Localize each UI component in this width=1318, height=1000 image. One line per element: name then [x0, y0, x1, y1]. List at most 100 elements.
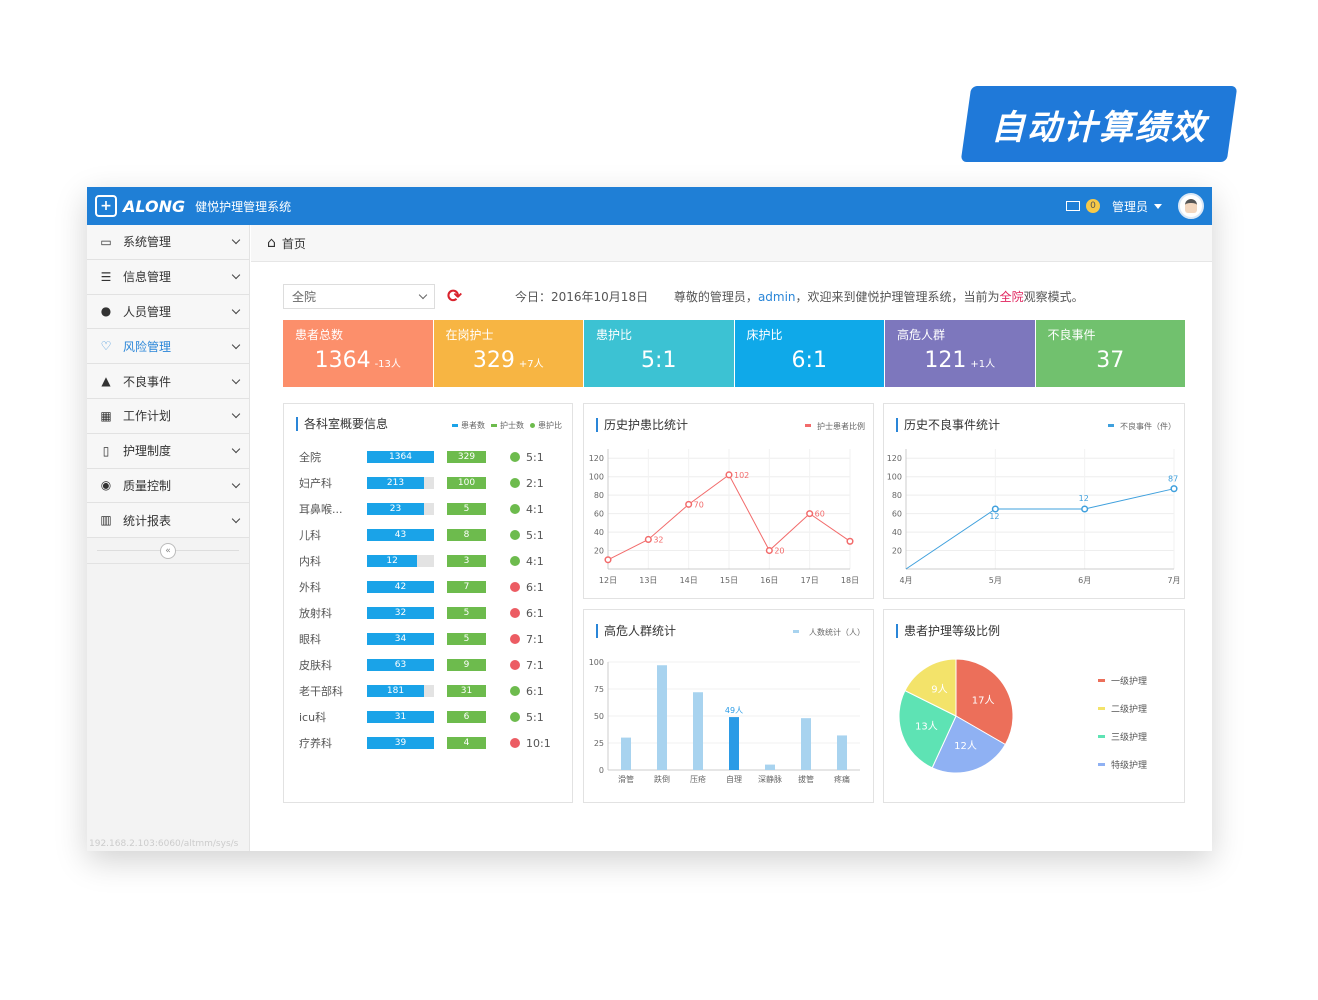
data-point[interactable] [725, 471, 733, 479]
stat-label: 患者总数 [295, 328, 344, 342]
stat-card-4[interactable]: 高危人群 121 +1人 [885, 320, 1035, 387]
dept-row[interactable]: 皮肤科 63 9 7:1 [299, 657, 562, 673]
pie-slice[interactable] [904, 658, 957, 717]
breadcrumb: ⌂ 首页 [251, 225, 1212, 262]
sidebar-item-7[interactable]: ◉ 质量控制 [87, 468, 249, 504]
nurses-bar: 5 [447, 633, 486, 645]
patients-bar: 12 [367, 555, 434, 567]
collapse-sidebar-button[interactable]: « [160, 542, 176, 559]
home-icon[interactable]: ⌂ [267, 235, 276, 251]
dept-row[interactable]: icu科 31 6 5:1 [299, 709, 562, 725]
dept-row[interactable]: 放射科 32 5 6:1 [299, 605, 562, 621]
pie-slice[interactable] [955, 658, 1014, 746]
pie-legend-item[interactable]: 二级护理 [1098, 694, 1147, 722]
breadcrumb-home[interactable]: 首页 [281, 236, 306, 251]
data-point[interactable] [644, 535, 652, 544]
data-point[interactable] [1170, 485, 1178, 493]
caret-down-icon[interactable] [1154, 203, 1162, 209]
x-tick-label: 自理 [726, 774, 742, 784]
bar[interactable] [729, 717, 739, 770]
avatar[interactable] [1178, 193, 1204, 219]
patients-count: 34 [367, 633, 434, 645]
sidebar-item-0[interactable]: ▭ 系统管理 [87, 225, 249, 260]
sidebar-item-label: 护理制度 [123, 444, 172, 459]
x-tick-label: 滑管 [618, 774, 634, 784]
sidebar-item-3[interactable]: ♡ 风险管理 [87, 329, 249, 365]
dept-name: 全院 [299, 451, 321, 464]
bar[interactable] [837, 735, 847, 770]
dept-name: 疗养科 [299, 737, 332, 750]
dept-row[interactable]: 老干部科 181 31 6:1 [299, 683, 562, 699]
legend-swatch [1098, 706, 1105, 710]
x-tick-label: 18日 [841, 576, 859, 585]
pie-legend-item[interactable]: 三级护理 [1098, 722, 1147, 750]
stat-card-0[interactable]: 患者总数 1364 -13人 [283, 320, 433, 387]
user-menu[interactable]: 管理员 [1111, 199, 1148, 214]
dept-row[interactable]: 全院 1364 329 5:1 [299, 449, 562, 465]
sidebar-item-5[interactable]: ▦ 工作计划 [87, 398, 249, 434]
sidebar-item-2[interactable]: ● 人员管理 [87, 294, 249, 330]
sidebar-item-4[interactable]: ▲ 不良事件 [87, 364, 249, 399]
promo-banner-text: 自动计算绩效 [991, 107, 1207, 148]
bar[interactable] [621, 737, 631, 770]
sidebar-item-1[interactable]: ☰ 信息管理 [87, 259, 249, 295]
data-point[interactable] [1081, 505, 1089, 513]
data-point[interactable] [604, 556, 612, 564]
dept-row[interactable]: 眼科 34 5 7:1 [299, 631, 562, 647]
nurses-bar: 31 [447, 685, 486, 697]
patients-bar: 43 [367, 529, 434, 541]
list-icon: ☰ [100, 269, 112, 284]
bar[interactable] [801, 718, 811, 770]
nurses-bar: 7 [447, 581, 486, 593]
history-ratio-chart: 历史护患比统计 护士患者比例 20 40 60 80 100 120 12日 13日 14日 15日 1… [589, 418, 865, 585]
dept-row[interactable]: 外科 42 7 6:1 [299, 579, 562, 595]
chevron-down-icon [231, 270, 241, 280]
sidebar-item-8[interactable]: ▥ 统计报表 [87, 503, 249, 539]
stat-label: 高危人群 [897, 328, 946, 342]
bar[interactable] [657, 665, 667, 770]
dept-row[interactable]: 妇产科 213 100 2:1 [299, 475, 562, 491]
document-icon: ▯ [102, 443, 110, 458]
title-accent [896, 624, 898, 638]
refresh-icon[interactable]: ⟳ [447, 286, 463, 307]
data-point[interactable] [685, 500, 693, 508]
dept-row[interactable]: 儿科 43 8 5:1 [299, 527, 562, 543]
stat-card-2[interactable]: 患护比 5:1 [584, 320, 734, 387]
ratio-status-dot [510, 452, 520, 462]
ratio-status-dot [510, 582, 520, 592]
pie-slice[interactable] [898, 689, 957, 769]
stat-card-5[interactable]: 不良事件 37 [1035, 320, 1185, 387]
pie-legend-item[interactable]: 特级护理 [1098, 750, 1147, 778]
ratio-value: 5:1 [526, 528, 544, 542]
hospital-select[interactable]: 全院 [283, 284, 435, 309]
dept-row[interactable]: 疗养科 39 4 10:1 [299, 735, 562, 751]
dept-name: 放射科 [299, 607, 332, 620]
pie-legend-item[interactable]: 一级护理 [1098, 666, 1147, 694]
sidebar-item-6[interactable]: ▯ 护理制度 [87, 433, 249, 469]
bar[interactable] [693, 692, 703, 770]
data-point[interactable] [846, 537, 854, 545]
data-point[interactable] [991, 505, 999, 513]
patients-bar: 34 [367, 633, 434, 645]
stat-card-1[interactable]: 在岗护士 329 +7人 [433, 320, 583, 387]
pie-slice[interactable] [931, 715, 1007, 774]
data-point[interactable] [806, 510, 814, 518]
y-tick-label: 80 [594, 491, 604, 500]
data-label: 87 [1168, 475, 1178, 484]
username-link[interactable]: admin [757, 290, 796, 304]
mail-icon[interactable] [1065, 201, 1080, 211]
heart-icon: ♡ [100, 339, 112, 354]
data-point[interactable] [765, 546, 773, 555]
dept-name: 眼科 [299, 633, 321, 646]
patients-count: 42 [367, 581, 434, 593]
stat-card-3[interactable]: 床护比 6:1 [734, 320, 884, 387]
sidebar-item-label: 工作计划 [123, 409, 172, 424]
care-level-chart: 患者护理等级比例 17人 12人 13人 9人 [896, 624, 1014, 774]
greet-text: 尊敬的管理员， [673, 290, 758, 304]
dept-row[interactable]: 耳鼻喉... 23 5 4:1 [299, 501, 562, 517]
dept-row[interactable]: 内科 12 3 4:1 [299, 553, 562, 569]
stat-value: 121 [924, 348, 967, 373]
y-tick-label: 75 [594, 685, 604, 694]
bar[interactable] [765, 764, 775, 770]
ratio-status-dot [510, 686, 520, 696]
